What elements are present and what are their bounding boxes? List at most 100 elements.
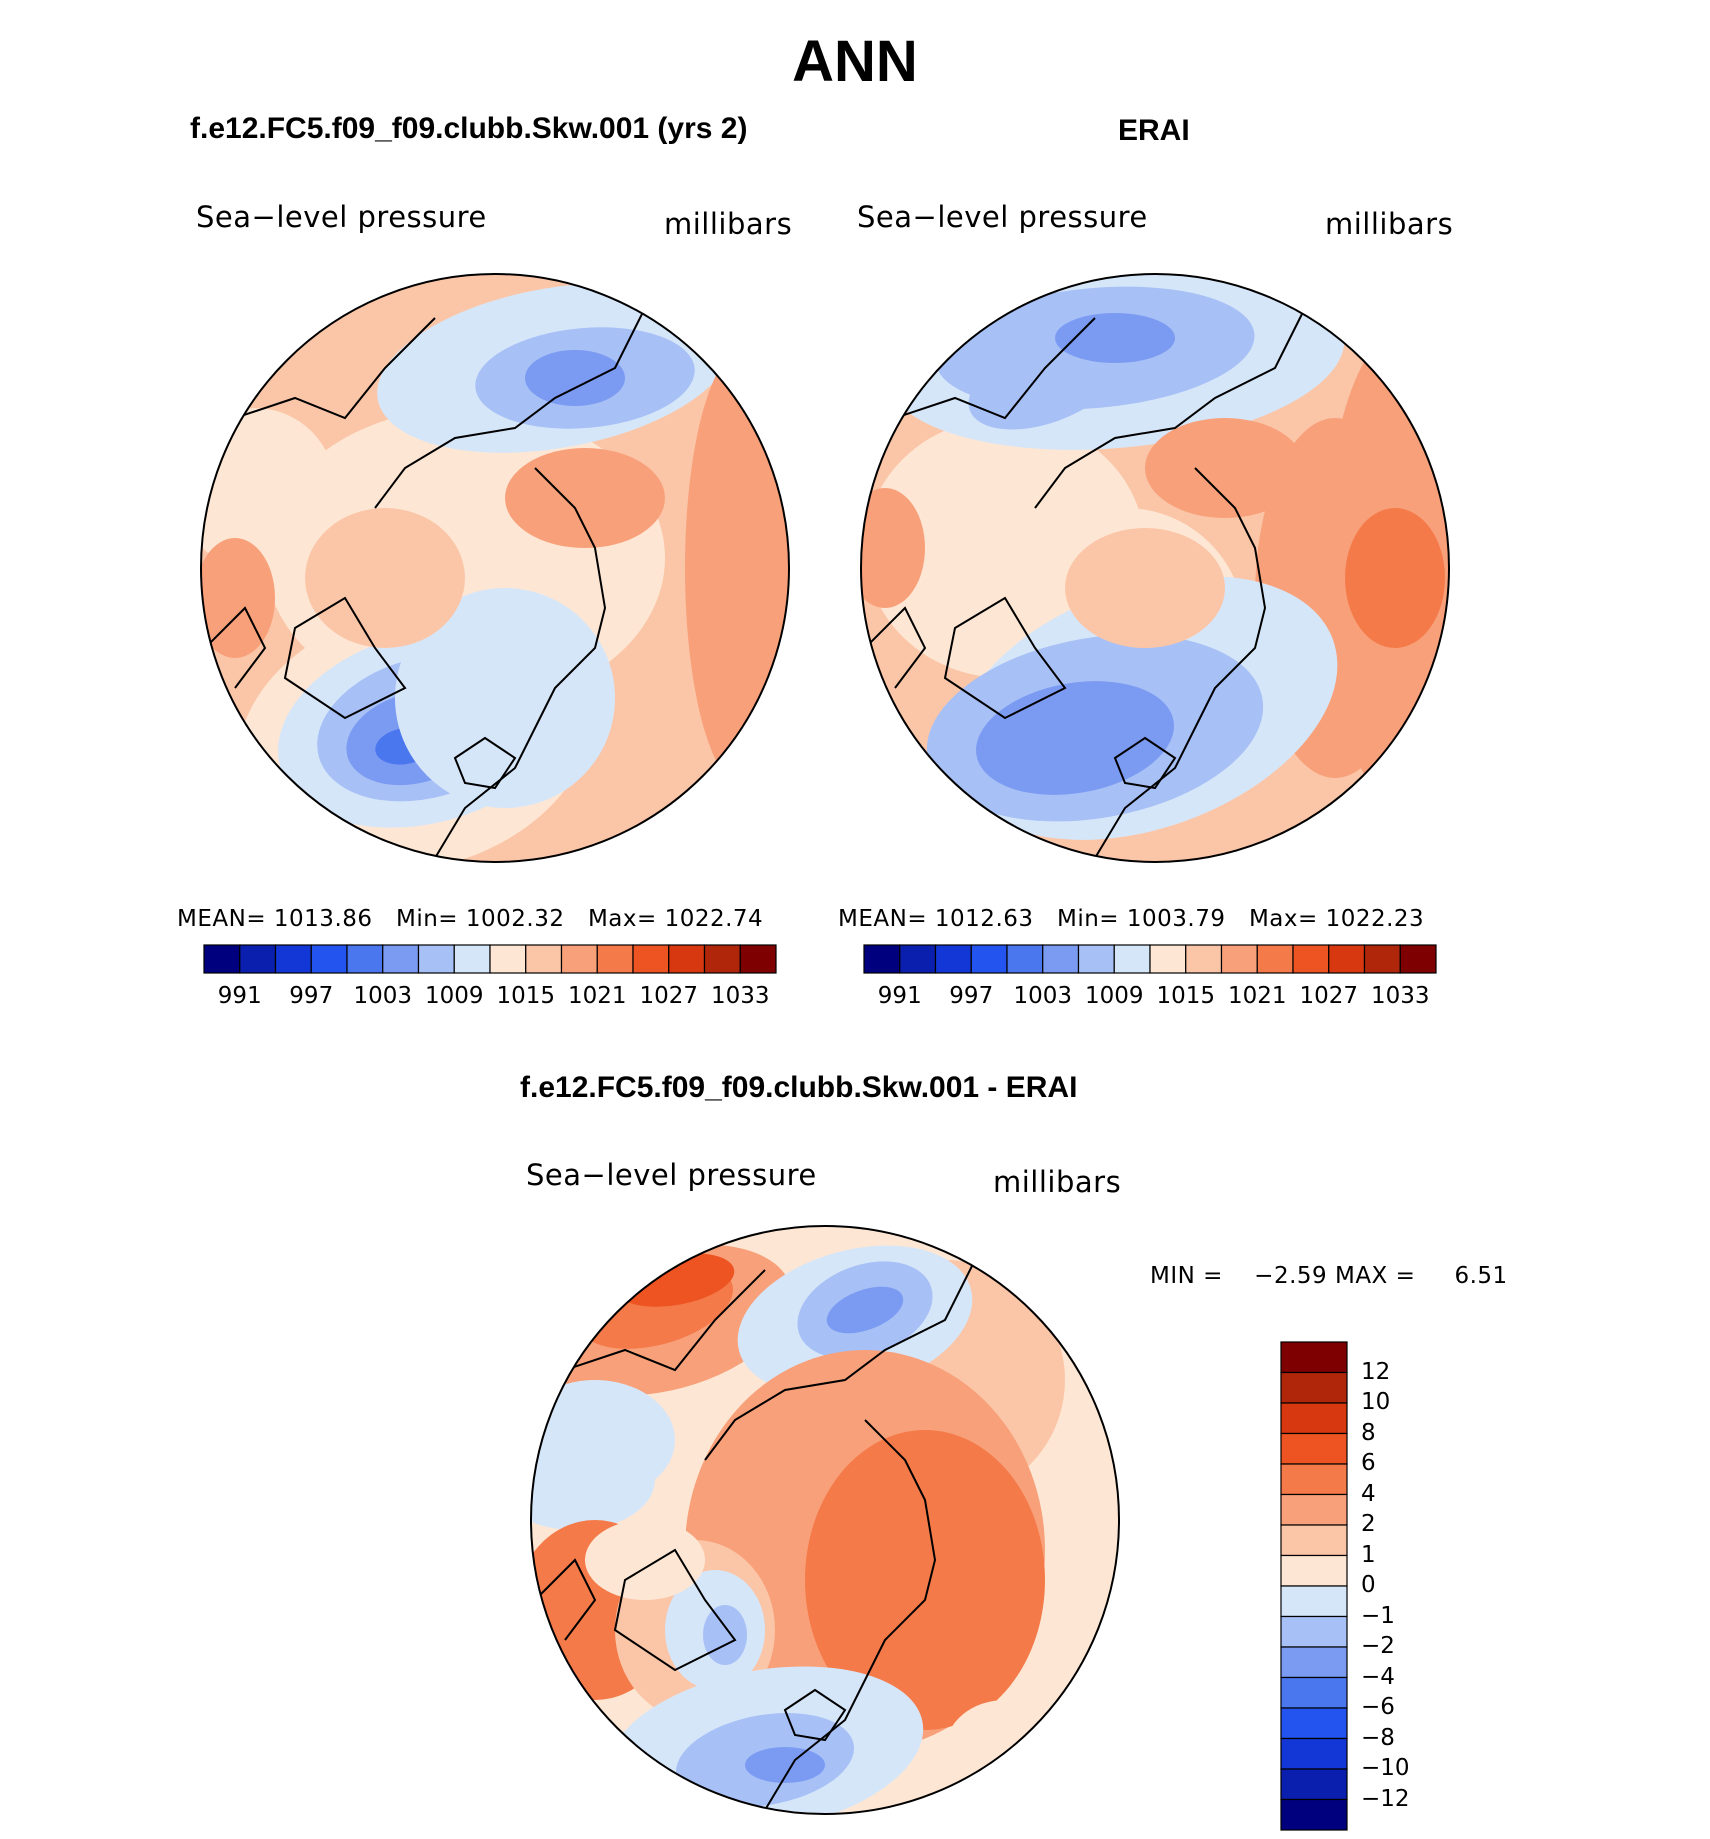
panel-3-map-field [531, 1226, 1119, 1814]
panel-3-left-label: Sea−level pressure [526, 1158, 817, 1192]
colorbar-box [899, 944, 937, 974]
contour-region [1345, 508, 1445, 648]
colorbar-tick-label: −4 [1361, 1663, 1395, 1690]
contour-region [945, 1700, 1065, 1800]
colorbar-box [596, 944, 634, 974]
contour-region [1145, 418, 1305, 518]
coastline [204, 606, 267, 689]
colorbar-box [560, 944, 598, 974]
colorbar-tick-label: 4 [1361, 1480, 1376, 1507]
panel-1-mean-label: MEAN= [177, 906, 267, 932]
colorbar-box [1113, 944, 1151, 974]
contour-region [745, 1747, 825, 1783]
colorbar-tick-label: 1009 [424, 983, 484, 1009]
contour-region [305, 508, 465, 648]
colorbar-tick-label: 6 [1361, 1450, 1376, 1476]
colorbar-tick-label: 0 [1361, 1572, 1376, 1598]
colorbar-box [668, 944, 706, 974]
colorbar-box [417, 944, 455, 974]
colorbar-box [1280, 1524, 1348, 1557]
colorbar-box [1280, 1493, 1348, 1526]
colorbar-box [703, 944, 741, 974]
colorbar-tick-label: 1027 [1299, 983, 1359, 1009]
contour-region [525, 350, 625, 406]
colorbar-box [489, 944, 527, 974]
coastline [864, 606, 927, 689]
coastline [943, 596, 1067, 720]
panel-3-min-label: MIN = [1150, 1263, 1223, 1289]
panel-3-title: f.e12.FC5.f09_f09.clubb.Skw.001 - ERAI [520, 1071, 1078, 1104]
colorbar-tick-label: 1021 [567, 983, 627, 1009]
contour-region [201, 538, 275, 658]
panel-2-title: ERAI [1118, 114, 1190, 147]
coastline [783, 1688, 847, 1742]
colorbar-box [934, 944, 972, 974]
colorbar-tick-label: −8 [1361, 1724, 1395, 1751]
coastline [453, 736, 517, 790]
colorbar-box [1220, 944, 1258, 974]
panel-2-map-field [861, 274, 1449, 862]
contour-region [585, 1520, 705, 1600]
colorbar-box [1280, 1341, 1348, 1374]
coastline [864, 317, 1096, 429]
contour-region [395, 588, 615, 808]
colorbar-box [1399, 944, 1437, 974]
colorbar-box [1280, 1585, 1348, 1618]
colorbar-tick-label: 1015 [496, 983, 556, 1009]
panel-1-map-outline [200, 273, 790, 863]
colorbar-box [1280, 1676, 1348, 1709]
colorbar-box [1042, 944, 1080, 974]
colorbar-tick-label: 8 [1361, 1419, 1376, 1446]
contour-region [1055, 313, 1175, 363]
contour-region [861, 488, 925, 608]
colorbar-tick-label: −1 [1361, 1602, 1395, 1629]
panel-1-stats: MEAN= 1013.86 Min= 1002.32 Max= 1022.74 [177, 906, 763, 932]
colorbar-tick-label: 991 [877, 983, 922, 1009]
colorbar-box [970, 944, 1008, 974]
coastline [204, 317, 436, 429]
colorbar-box [1256, 944, 1294, 974]
panel-1-min-label: Min= [395, 906, 459, 932]
colorbar-box [1363, 944, 1401, 974]
coastline [374, 307, 646, 509]
colorbar-box [1280, 1371, 1348, 1404]
colorbar-box [632, 944, 670, 974]
colorbar-box [1280, 1554, 1348, 1587]
colorbar-box [525, 944, 563, 974]
colorbar-box [1006, 944, 1044, 974]
colorbar-tick-label: 2 [1361, 1511, 1376, 1537]
colorbar-box [1328, 944, 1366, 974]
colorbar-tick-label: 1 [1361, 1541, 1376, 1568]
panel-2-right-label: millibars [1325, 207, 1454, 241]
coastline [1113, 736, 1177, 790]
colorbar-tick-label: 1021 [1227, 983, 1287, 1009]
colorbar-box [1185, 944, 1223, 974]
panel-3-map-outline [530, 1225, 1120, 1815]
colorbar-box [310, 944, 348, 974]
panel-1-title: f.e12.FC5.f09_f09.clubb.Skw.001 (yrs 2) [190, 112, 748, 145]
colorbar-box [1280, 1615, 1348, 1648]
colorbar-box [1280, 1646, 1348, 1679]
colorbar-box [863, 944, 901, 974]
coastline [704, 1259, 976, 1461]
colorbar-box [739, 944, 777, 974]
contour-region [703, 1605, 747, 1665]
colorbar-tick-label: 1003 [1013, 983, 1073, 1009]
panel-2-stats: MEAN= 1012.63 Min= 1003.79 Max= 1022.23 [838, 906, 1424, 932]
colorbar-tick-label: 991 [217, 983, 262, 1009]
panel-3-max-value: 6.51 [1454, 1263, 1508, 1289]
contour-region [826, 1286, 904, 1334]
colorbar-tick-label: 1009 [1084, 983, 1144, 1009]
panel-1-max-label: Max= [587, 906, 657, 932]
colorbar-box [346, 944, 384, 974]
colorbar-tick-label: 12 [1361, 1358, 1391, 1385]
colorbar-box [1280, 1798, 1348, 1831]
colorbar-box [453, 944, 491, 974]
panel-3-min-value: −2.59 [1254, 1263, 1328, 1289]
colorbar-tick-label: 1015 [1156, 983, 1216, 1009]
colorbar-tick-label: −6 [1361, 1694, 1395, 1720]
panel-1-map-field [201, 274, 789, 862]
panel-1-min-value: 1002.32 [465, 906, 565, 932]
colorbar-box [1280, 1463, 1348, 1496]
